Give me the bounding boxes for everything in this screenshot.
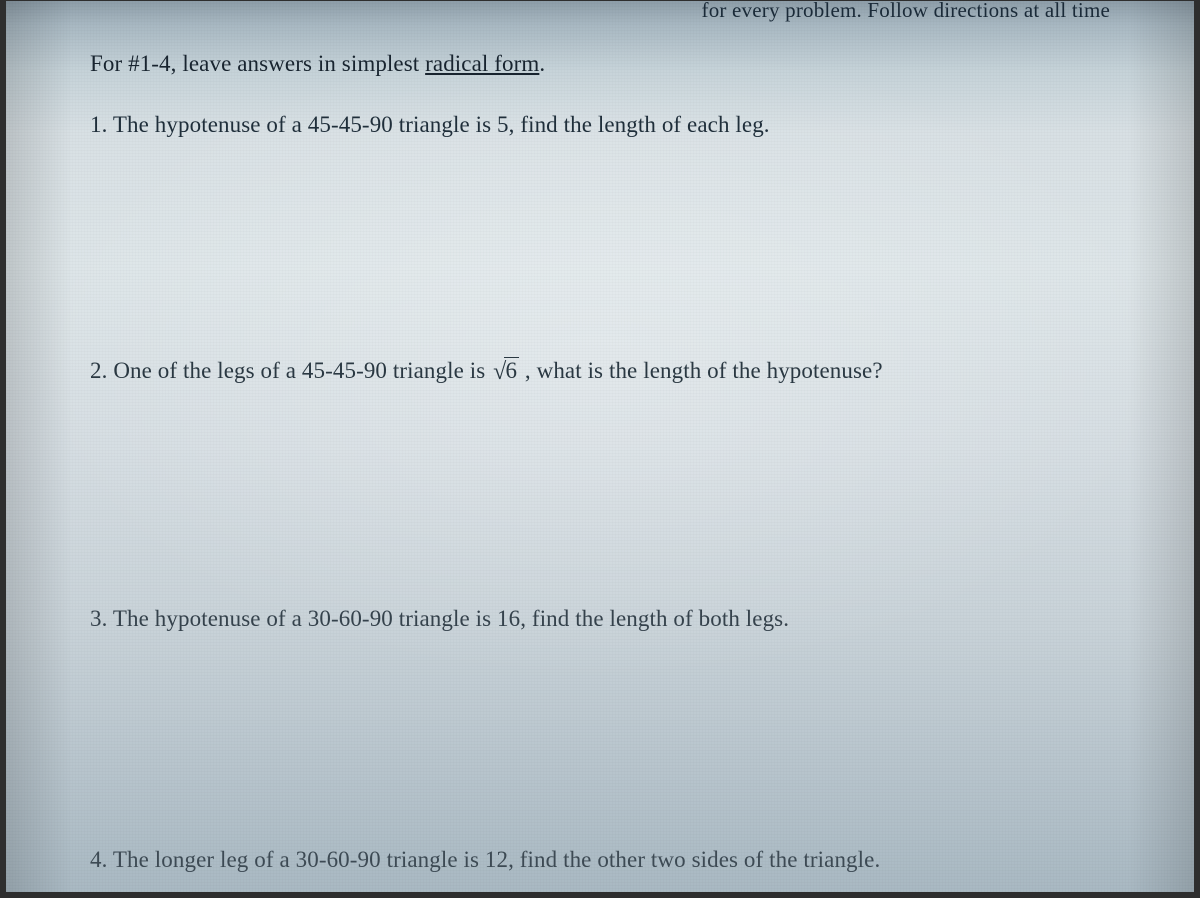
problem-3: 3. The hypotenuse of a 30-60-90 triangle…	[90, 603, 1110, 634]
problem-3-number: 3.	[90, 606, 107, 631]
problem-1-number: 1.	[90, 112, 107, 137]
problem-2-number: 2.	[90, 358, 107, 383]
problem-1-text: The hypotenuse of a 45-45-90 triangle is…	[113, 112, 770, 137]
problem-2-text-before: One of the legs of a 45-45-90 triangle i…	[113, 358, 491, 383]
instruction-line: For #1-4, leave answers in simplest radi…	[90, 51, 1110, 77]
content-area: for every problem. Follow directions at …	[90, 0, 1110, 876]
problem-3-text: The hypotenuse of a 30-60-90 triangle is…	[113, 606, 789, 631]
radicand-value: 6	[504, 357, 519, 383]
problem-2: 2. One of the legs of a 45-45-90 triangl…	[90, 355, 1110, 388]
partial-top-line: for every problem. Follow directions at …	[90, 0, 1110, 23]
problem-4: 4. The longer leg of a 30-60-90 triangle…	[90, 844, 1110, 875]
instruction-suffix: .	[539, 51, 545, 76]
instruction-prefix: For #1-4, leave answers in simplest	[90, 51, 425, 76]
problem-2-text-after: , what is the length of the hypotenuse?	[519, 358, 883, 383]
problem-4-text: The longer leg of a 30-60-90 triangle is…	[113, 847, 880, 872]
worksheet-page: for every problem. Follow directions at …	[0, 0, 1200, 898]
problem-4-number: 4.	[90, 847, 107, 872]
problem-1: 1. The hypotenuse of a 45-45-90 triangle…	[90, 109, 1110, 140]
sqrt-expression: √6	[491, 355, 519, 388]
instruction-underlined: radical form	[425, 51, 539, 76]
